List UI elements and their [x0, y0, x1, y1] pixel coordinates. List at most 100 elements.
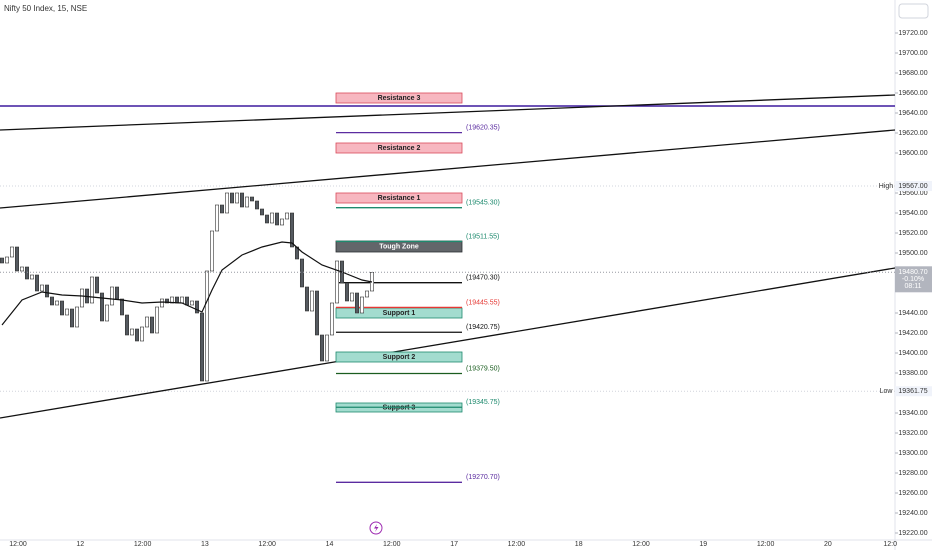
x-tick-label: 18	[575, 541, 583, 548]
zone-label: Resistance 1	[378, 195, 421, 202]
candle-body	[274, 212, 279, 226]
candle-body	[259, 208, 264, 216]
x-tick-label: 12	[76, 541, 84, 548]
candle-body	[195, 300, 200, 314]
low-badge	[895, 386, 932, 397]
candle-body	[364, 290, 369, 298]
candle-body	[255, 200, 260, 210]
zone-label: Resistance 2	[378, 145, 421, 152]
y-tick-label: 19720.00	[898, 30, 927, 37]
candle-body	[344, 282, 349, 302]
y-tick-label: 19300.00	[898, 450, 927, 457]
last-price: 19480.70	[898, 269, 927, 276]
x-tick-label: 12:00	[134, 541, 152, 548]
settings-button[interactable]	[898, 3, 929, 19]
level-label: (19470.30)	[466, 275, 500, 282]
candle-body	[359, 296, 364, 314]
level-label: (19379.50)	[466, 365, 500, 372]
low-label: Low	[880, 388, 894, 395]
y-tick-label: 19500.00	[898, 250, 927, 257]
candle-body	[90, 276, 95, 304]
zone-label: Resistance 3	[378, 95, 421, 102]
level-label: (19511.55)	[466, 233, 499, 240]
candle-body	[145, 316, 150, 328]
candle-body	[120, 298, 125, 316]
high-label: High	[879, 183, 894, 190]
candle-body	[329, 302, 334, 336]
x-tick-label: 12:00	[9, 541, 27, 548]
level-label: (19545.30)	[466, 200, 500, 207]
zone	[335, 142, 463, 154]
candle-body	[349, 292, 354, 302]
level-label: (19420.75)	[466, 324, 500, 331]
trendline	[0, 94, 896, 131]
last-price-badge	[895, 266, 932, 293]
candle-body	[15, 246, 20, 272]
candle-body	[190, 300, 195, 306]
candle-body	[130, 328, 135, 336]
x-tick-label: 12:00	[258, 541, 276, 548]
candle-body	[304, 286, 309, 312]
y-tick-label: 19420.00	[898, 330, 927, 337]
candle-body	[160, 298, 165, 308]
candle-body	[354, 292, 359, 314]
candle-body	[180, 296, 185, 304]
candle-body	[205, 270, 210, 382]
trendline	[0, 267, 896, 419]
x-tick-label: 12:00	[757, 541, 775, 548]
candle-body	[59, 300, 64, 316]
candle-body	[279, 218, 284, 226]
candle-body	[49, 296, 54, 306]
x-tick-label: 20	[824, 541, 832, 548]
candle-body	[319, 334, 324, 362]
candle-body	[44, 284, 49, 298]
y-tick-label: 19640.00	[898, 110, 927, 117]
moving-average	[1, 241, 373, 326]
level-label: (19270.70)	[466, 474, 500, 481]
candle-body	[125, 314, 130, 336]
candle-body	[299, 258, 304, 288]
candle-body	[39, 284, 44, 292]
zone	[335, 92, 463, 104]
countdown: 08:11	[905, 283, 922, 290]
zone-label: Tough Zone	[379, 243, 419, 250]
candle-body	[135, 328, 140, 342]
candle-body	[284, 212, 289, 220]
x-tick-label: 12:00	[383, 541, 401, 548]
candle-body	[110, 286, 115, 306]
candle-body	[230, 192, 235, 204]
low-value: 19361.75	[898, 388, 927, 395]
candle-body	[309, 290, 314, 312]
y-tick-label: 19700.00	[898, 50, 927, 57]
y-tick-label: 19620.00	[898, 130, 927, 137]
candle-body	[105, 304, 110, 322]
candle-body	[200, 312, 205, 382]
candle-body	[155, 306, 160, 334]
y-tick-label: 19560.00	[898, 190, 927, 197]
candle-body	[225, 192, 230, 214]
high-badge	[895, 181, 932, 191]
zone	[335, 192, 463, 204]
last-change: -0.10%	[902, 276, 924, 283]
candle-body	[29, 274, 34, 280]
y-tick-label: 19380.00	[898, 370, 927, 377]
zone	[335, 351, 463, 363]
candle-body	[269, 212, 274, 224]
candle-body	[185, 296, 190, 306]
candle-body	[100, 292, 105, 322]
y-tick-label: 19540.00	[898, 210, 927, 217]
candle-body	[240, 192, 245, 208]
y-tick-label: 19660.00	[898, 90, 927, 97]
x-tick-label: 13	[201, 541, 209, 548]
candle-body	[264, 214, 269, 224]
candle-body	[289, 212, 294, 248]
event-bolt	[374, 524, 379, 532]
candle-body	[334, 260, 339, 304]
candle-body	[0, 257, 5, 264]
candle-body	[65, 308, 70, 316]
x-tick-label: 12:0	[883, 541, 897, 548]
candle-body	[80, 288, 85, 308]
candle-body	[19, 266, 24, 272]
candle-body	[210, 230, 215, 272]
x-tick-label: 12:00	[632, 541, 650, 548]
